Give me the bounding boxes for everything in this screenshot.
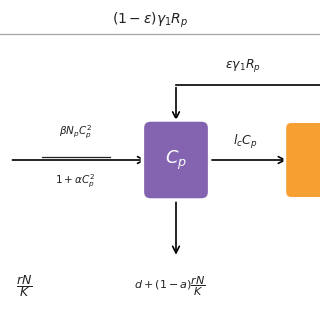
Text: $l_c C_p$: $l_c C_p$ [233,133,257,151]
Text: $\beta N_p C_p^2$: $\beta N_p C_p^2$ [59,124,92,141]
FancyBboxPatch shape [285,122,320,198]
Text: $C_p$: $C_p$ [165,148,187,172]
Text: $d+(1-a)\dfrac{rN}{K}$: $d+(1-a)\dfrac{rN}{K}$ [134,275,205,298]
Text: $1+\alpha C_p^2$: $1+\alpha C_p^2$ [55,173,95,190]
Text: $\varepsilon\gamma_1 R_p$: $\varepsilon\gamma_1 R_p$ [225,57,261,74]
Text: $(1-\varepsilon)\gamma_1 R_p$: $(1-\varepsilon)\gamma_1 R_p$ [112,11,188,30]
FancyBboxPatch shape [142,120,210,200]
Text: $\dfrac{rN}{K}$: $\dfrac{rN}{K}$ [16,274,32,299]
